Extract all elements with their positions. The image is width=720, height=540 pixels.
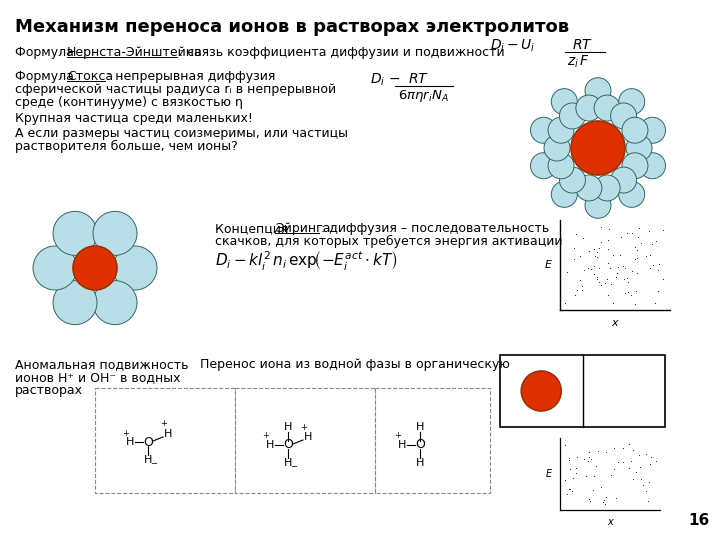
Text: H: H <box>398 440 406 450</box>
Text: H: H <box>284 458 292 468</box>
Text: $RT$: $RT$ <box>408 72 429 86</box>
Circle shape <box>93 211 137 255</box>
Text: H: H <box>416 458 424 468</box>
Circle shape <box>53 211 97 255</box>
Circle shape <box>548 117 574 143</box>
Circle shape <box>594 175 620 201</box>
Text: среде (континууме) с вязкостью η: среде (континууме) с вязкостью η <box>15 96 243 109</box>
Circle shape <box>33 246 77 290</box>
Circle shape <box>639 117 665 143</box>
Text: x: x <box>607 517 613 527</box>
Text: H: H <box>266 440 274 450</box>
Text: $D_i - kl_i^2\,n_i\,\mathrm{exp}\!\left(-E_i^{act}\cdot kT\right)$: $D_i - kl_i^2\,n_i\,\mathrm{exp}\!\left(… <box>215 250 398 273</box>
Circle shape <box>611 103 636 129</box>
Circle shape <box>585 192 611 218</box>
Bar <box>500 355 665 427</box>
Text: O: O <box>143 435 153 449</box>
Text: +: + <box>395 431 402 441</box>
Circle shape <box>73 246 117 290</box>
Text: −: − <box>290 462 297 471</box>
Circle shape <box>571 121 625 175</box>
Bar <box>95 388 235 493</box>
Text: Стокса: Стокса <box>67 70 113 83</box>
Text: $RT$: $RT$ <box>572 38 593 52</box>
Circle shape <box>559 103 585 129</box>
Text: : непрерывная диффузия: : непрерывная диффузия <box>107 70 275 83</box>
Text: Аномальная подвижность: Аномальная подвижность <box>15 358 189 371</box>
Circle shape <box>594 95 620 121</box>
Text: Концепция: Концепция <box>215 222 292 235</box>
Text: Механизм переноса ионов в растворах электролитов: Механизм переноса ионов в растворах элек… <box>15 18 569 36</box>
Circle shape <box>639 153 665 179</box>
Circle shape <box>618 89 644 114</box>
Text: +: + <box>122 429 130 437</box>
Text: Формула: Формула <box>15 70 78 83</box>
Text: O: O <box>283 438 293 451</box>
Text: E: E <box>546 469 552 479</box>
Circle shape <box>548 153 574 179</box>
Circle shape <box>93 281 137 325</box>
Circle shape <box>559 167 585 193</box>
Circle shape <box>53 281 97 325</box>
Text: $D_i - U_i$: $D_i - U_i$ <box>490 38 536 55</box>
Text: А если размеры частиц соизмеримы, или частицы: А если размеры частиц соизмеримы, или ча… <box>15 127 348 140</box>
Text: x: x <box>612 318 618 328</box>
Circle shape <box>576 95 602 121</box>
Text: скачков, для которых требуется энергия активации: скачков, для которых требуется энергия а… <box>215 235 562 248</box>
Circle shape <box>611 167 636 193</box>
Circle shape <box>552 181 577 207</box>
Text: +: + <box>300 422 307 431</box>
Text: −: − <box>150 460 158 469</box>
Text: 16: 16 <box>689 513 710 528</box>
Circle shape <box>618 181 644 207</box>
Text: Крупная частица среди маленьких!: Крупная частица среди маленьких! <box>15 112 253 125</box>
Text: Нернста-Эйнштейна: Нернста-Эйнштейна <box>67 46 203 59</box>
Circle shape <box>576 175 602 201</box>
Bar <box>375 388 490 493</box>
Text: E: E <box>545 260 552 270</box>
Circle shape <box>626 135 652 161</box>
Circle shape <box>531 153 557 179</box>
Text: O: O <box>415 438 425 451</box>
Text: H: H <box>284 422 292 432</box>
Circle shape <box>531 117 557 143</box>
Text: H: H <box>144 455 152 465</box>
Text: H: H <box>126 437 134 447</box>
Text: Формула: Формула <box>15 46 78 59</box>
Circle shape <box>622 117 648 143</box>
Text: H: H <box>164 429 172 439</box>
Text: сферической частицы радиуса rᵢ в непрерывной: сферической частицы радиуса rᵢ в непреры… <box>15 83 336 96</box>
Text: растворах: растворах <box>15 384 83 397</box>
Circle shape <box>585 78 611 104</box>
Text: Перенос иона из водной фазы в органическую: Перенос иона из водной фазы в органическ… <box>200 358 510 371</box>
Text: $D_i\, -$: $D_i\, -$ <box>370 72 401 89</box>
Circle shape <box>622 153 648 179</box>
Circle shape <box>113 246 157 290</box>
Text: +: + <box>161 420 168 429</box>
Circle shape <box>521 371 562 411</box>
Circle shape <box>552 89 577 114</box>
Text: H: H <box>304 432 312 442</box>
Text: H: H <box>416 422 424 432</box>
Bar <box>235 388 375 493</box>
Circle shape <box>544 135 570 161</box>
Text: растворителя больше, чем ионы?: растворителя больше, чем ионы? <box>15 140 238 153</box>
Text: ионов H⁺ и OH⁻ в водных: ионов H⁺ и OH⁻ в водных <box>15 371 181 384</box>
Text: : диффузия – последовательность: : диффузия – последовательность <box>321 222 549 235</box>
Text: +: + <box>263 431 269 441</box>
Text: : связь коэффициента диффузии и подвижности: : связь коэффициента диффузии и подвижно… <box>179 46 505 59</box>
Text: $z_i\, F$: $z_i\, F$ <box>567 54 590 70</box>
Text: $6\pi\eta r_i N_A$: $6\pi\eta r_i N_A$ <box>398 88 449 104</box>
Text: Эйринга: Эйринга <box>275 222 330 235</box>
